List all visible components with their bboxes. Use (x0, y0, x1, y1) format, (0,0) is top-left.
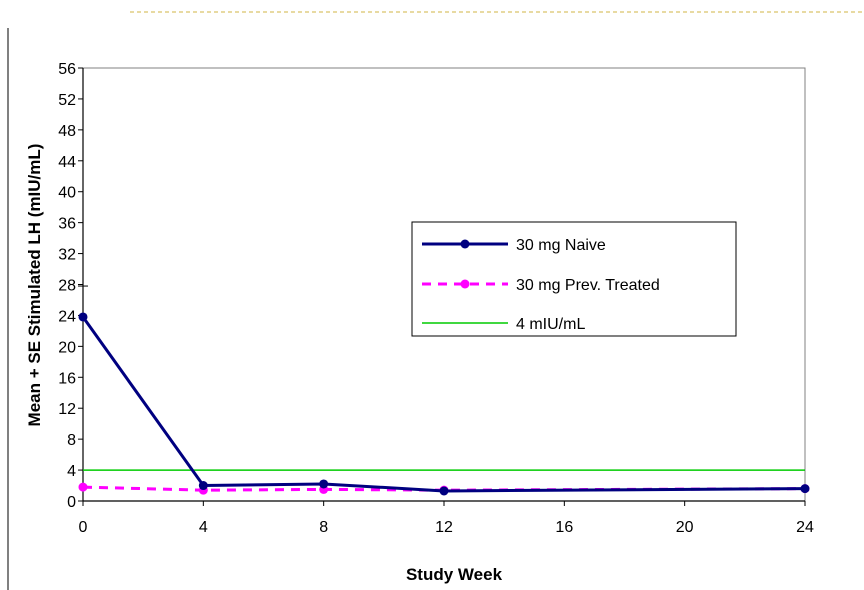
y-tick-label: 56 (58, 61, 76, 78)
legend-item-naive: 30 mg Naive (422, 237, 606, 254)
x-tick-label: 8 (319, 519, 328, 536)
data-point-series-0 (198, 481, 208, 491)
legend-label-prev-treated: 30 mg Prev. Treated (516, 277, 660, 294)
data-point-series-0 (319, 479, 329, 489)
data-point-series-0 (78, 312, 88, 322)
x-tick-label: 16 (555, 519, 573, 536)
y-tick-label: 40 (58, 185, 76, 202)
y-tick-label: 24 (58, 308, 76, 325)
x-tick-label: 20 (676, 519, 694, 536)
legend: 30 mg Naive 30 mg Prev. Treated 4 mIU/mL (411, 221, 737, 337)
legend-item-reference: 4 mIU/mL (422, 316, 585, 333)
legend-marker-prev-treated (460, 279, 470, 289)
legend-item-prev-treated: 30 mg Prev. Treated (422, 277, 660, 294)
y-tick-label: 12 (58, 401, 76, 418)
y-tick-label: 32 (58, 247, 76, 264)
y-tick-label: 52 (58, 92, 76, 109)
legend-label-reference: 4 mIU/mL (516, 316, 585, 333)
legend-label-naive: 30 mg Naive (516, 237, 606, 254)
y-tick-label: 0 (67, 494, 76, 511)
y-tick-label: 44 (58, 154, 76, 171)
x-tick-label: 12 (435, 519, 453, 536)
data-point-series-0 (439, 486, 449, 496)
legend-marker-naive (460, 239, 470, 249)
x-tick-label: 0 (79, 519, 88, 536)
data-point-series-1 (78, 482, 88, 492)
x-axis-ticks: 0 4 8 12 16 20 24 (79, 501, 814, 536)
series-layer (78, 285, 810, 496)
y-tick-label: 28 (58, 278, 76, 295)
x-tick-label: 24 (796, 519, 814, 536)
y-tick-label: 36 (58, 216, 76, 233)
y-tick-label: 4 (67, 463, 76, 480)
data-point-series-0 (800, 484, 810, 494)
y-tick-label: 48 (58, 123, 76, 140)
x-axis-title: Study Week (406, 565, 503, 584)
y-tick-label: 16 (58, 370, 76, 387)
y-axis-title: Mean + SE Stimulated LH (mIU/mL) (25, 144, 44, 427)
y-tick-label: 8 (67, 432, 76, 449)
y-tick-label: 20 (58, 339, 76, 356)
x-tick-label: 4 (199, 519, 208, 536)
